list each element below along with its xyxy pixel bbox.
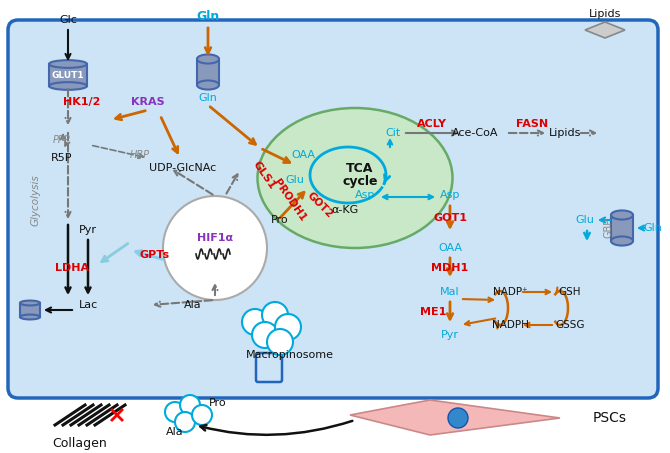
Text: Pro: Pro <box>271 215 289 225</box>
Text: Glu: Glu <box>576 215 594 225</box>
Ellipse shape <box>49 60 87 68</box>
Text: Ala: Ala <box>166 427 184 437</box>
Circle shape <box>163 196 267 300</box>
Text: GOT1: GOT1 <box>433 213 467 223</box>
Text: Cit: Cit <box>385 128 401 138</box>
Circle shape <box>252 322 278 348</box>
Text: GLS1: GLS1 <box>251 159 277 191</box>
Text: Lipids: Lipids <box>549 128 581 138</box>
Ellipse shape <box>20 314 40 319</box>
Polygon shape <box>350 400 560 435</box>
Ellipse shape <box>611 211 633 220</box>
Text: HIF1α: HIF1α <box>197 233 233 243</box>
Text: NADP⁺: NADP⁺ <box>492 287 527 297</box>
Text: GOT2: GOT2 <box>306 190 335 220</box>
Text: Ace-CoA: Ace-CoA <box>452 128 498 138</box>
Text: Glc: Glc <box>59 15 77 25</box>
Ellipse shape <box>197 81 219 90</box>
Text: PRODH1: PRODH1 <box>272 177 308 223</box>
FancyBboxPatch shape <box>49 64 87 86</box>
FancyBboxPatch shape <box>20 303 40 317</box>
Text: GPTs: GPTs <box>140 250 170 260</box>
Circle shape <box>267 329 293 355</box>
Text: Gln: Gln <box>196 10 220 24</box>
Text: LDHA: LDHA <box>55 263 89 273</box>
Text: OAA: OAA <box>438 243 462 253</box>
Ellipse shape <box>49 82 87 90</box>
Text: R5P: R5P <box>51 153 73 163</box>
Ellipse shape <box>20 300 40 305</box>
Circle shape <box>165 402 185 422</box>
Circle shape <box>448 408 468 428</box>
Text: NADPH: NADPH <box>492 320 529 330</box>
Text: Glycolysis: Glycolysis <box>31 174 41 226</box>
Circle shape <box>242 309 268 335</box>
Text: Lipids: Lipids <box>589 9 621 19</box>
Circle shape <box>275 314 301 340</box>
Ellipse shape <box>197 54 219 63</box>
Text: ACLY: ACLY <box>417 119 447 129</box>
FancyBboxPatch shape <box>8 20 658 398</box>
Text: HK1/2: HK1/2 <box>63 97 100 107</box>
Text: GSH: GSH <box>559 287 582 297</box>
Text: GSSG: GSSG <box>555 320 585 330</box>
Polygon shape <box>585 22 625 38</box>
Text: OAA: OAA <box>291 150 315 160</box>
Text: PPP: PPP <box>53 135 71 145</box>
FancyBboxPatch shape <box>256 353 282 382</box>
Text: Asp: Asp <box>355 190 375 200</box>
Ellipse shape <box>257 108 452 248</box>
Text: Pyr: Pyr <box>441 330 459 340</box>
Text: ME1: ME1 <box>420 307 446 317</box>
Text: GBP: GBP <box>603 218 613 238</box>
Circle shape <box>192 405 212 425</box>
FancyBboxPatch shape <box>197 59 219 85</box>
Text: TCA: TCA <box>346 162 374 174</box>
Text: Gln: Gln <box>644 223 663 233</box>
Text: Ala: Ala <box>184 300 202 310</box>
Circle shape <box>180 395 200 415</box>
Circle shape <box>262 302 288 328</box>
Text: Mal: Mal <box>440 287 460 297</box>
Text: UDP-GlcNAc: UDP-GlcNAc <box>149 163 216 173</box>
Text: Gln: Gln <box>198 93 218 103</box>
Ellipse shape <box>611 236 633 246</box>
Text: Pro: Pro <box>209 398 227 408</box>
Text: Lac: Lac <box>78 300 98 310</box>
Circle shape <box>175 412 195 432</box>
Text: PSCs: PSCs <box>593 411 627 425</box>
Text: Collagen: Collagen <box>53 437 107 449</box>
Text: Macropinosome: Macropinosome <box>246 350 334 360</box>
Text: FASN: FASN <box>516 119 548 129</box>
Text: Asp: Asp <box>440 190 460 200</box>
Text: KRAS: KRAS <box>131 97 165 107</box>
Text: GLUT1: GLUT1 <box>52 71 84 79</box>
Text: Pyr: Pyr <box>79 225 97 235</box>
FancyBboxPatch shape <box>611 215 633 241</box>
Text: cycle: cycle <box>342 175 378 188</box>
Text: HBP: HBP <box>130 150 150 160</box>
Text: Glu: Glu <box>285 175 304 185</box>
Text: α-KG: α-KG <box>332 205 358 215</box>
Text: MDH1: MDH1 <box>431 263 468 273</box>
